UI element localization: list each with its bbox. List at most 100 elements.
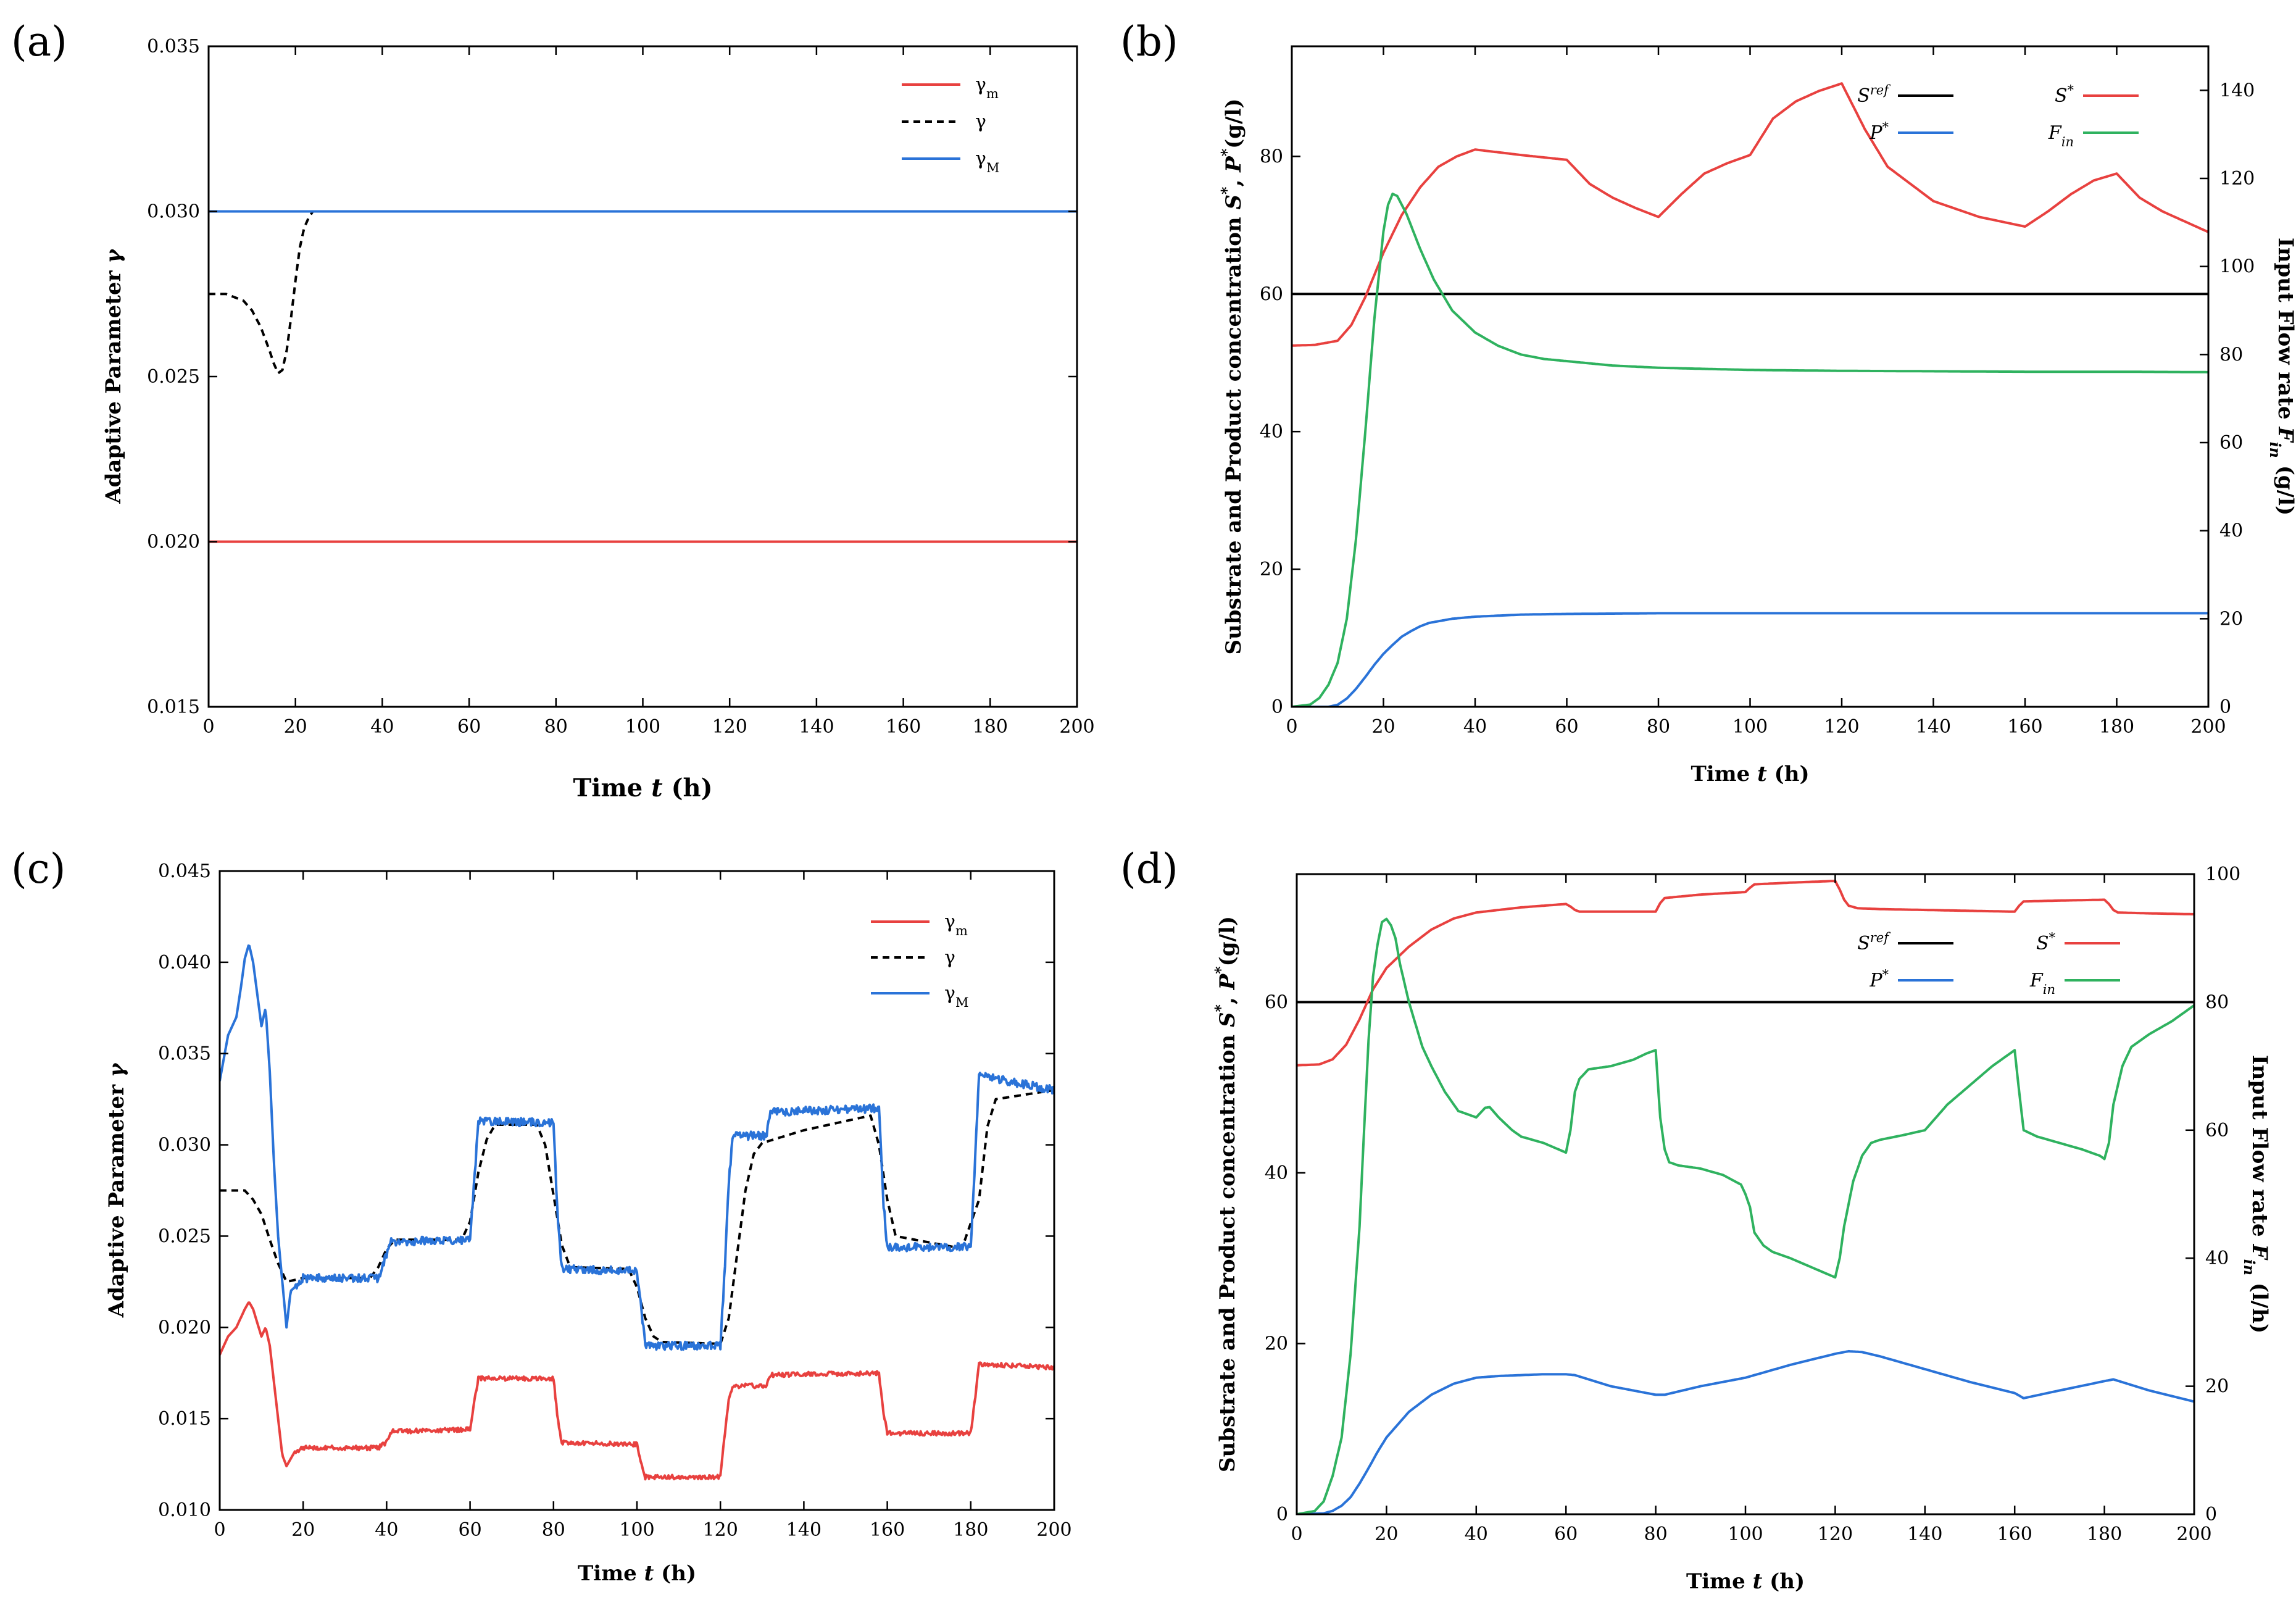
- y-axis-label: Substrate and Product concentration S*, …: [1212, 916, 1240, 1472]
- x-tick-label: 20: [291, 1519, 315, 1541]
- x-axis-label: Time t (h): [578, 1561, 696, 1586]
- x-tick-label: 140: [1916, 716, 1951, 738]
- legend-label-main: P: [1869, 122, 1882, 144]
- legend-label-sub: M: [986, 160, 1000, 175]
- legend-label-Fin: Fin: [2029, 970, 2055, 997]
- legend-label-sub: M: [955, 995, 969, 1010]
- y2-tick-label: 0: [2205, 1504, 2217, 1525]
- y-tick-label: 0.035: [147, 36, 200, 57]
- y-axis-label: Adaptive Parameter γ: [101, 249, 126, 504]
- legend-label-main: γ: [944, 947, 955, 969]
- x-tick-label: 60: [459, 1519, 482, 1541]
- y2-tick-label: 100: [2219, 256, 2255, 278]
- legend-label-Sref: Sref: [1857, 930, 1890, 954]
- legend-label-main: γ: [944, 911, 955, 933]
- y-tick-label: 0.040: [158, 952, 211, 973]
- x-tick-label: 100: [1732, 716, 1768, 738]
- x-axis-label-part: t: [1753, 1569, 1763, 1594]
- legend-label-main: F: [2048, 122, 2062, 144]
- legend-label-main: S: [1857, 85, 1870, 107]
- y2-axis-label-part: (g/l): [2273, 458, 2296, 515]
- panel-label: (c): [11, 845, 65, 893]
- y2-axis-label-part: (l/h): [2247, 1275, 2272, 1333]
- series-line-P*: [1297, 1349, 2194, 1514]
- legend-label-script: *: [1882, 967, 1889, 982]
- series-line-S*: [1292, 82, 2208, 347]
- x-tick-label: 120: [1824, 716, 1859, 738]
- y-axis-label-part: (g/l): [1221, 99, 1246, 149]
- series-line-γm: [220, 1301, 1054, 1481]
- x-tick-label: 180: [2087, 1524, 2122, 1545]
- x-tick-label: 100: [625, 716, 660, 738]
- y-axis-label-part: S: [1221, 194, 1246, 210]
- legend-label-Fin: Fin: [2048, 122, 2074, 149]
- legend-label-S*: S*: [2055, 83, 2074, 107]
- y2-axis-label-part: Input Flow rate: [2273, 238, 2296, 427]
- y-axis-label-part: *: [1212, 1004, 1229, 1012]
- x-tick-label: 0: [1286, 716, 1297, 738]
- x-tick-label: 200: [1059, 716, 1094, 738]
- series-group: [1292, 82, 2208, 707]
- x-axis-label-part: Time: [573, 773, 651, 802]
- series-group: [220, 944, 1054, 1481]
- y-tick-label: 20: [1265, 1333, 1288, 1354]
- legend-label-main: γ: [975, 74, 986, 96]
- y2-tick-label: 140: [2219, 80, 2255, 101]
- y-tick-label: 0.010: [158, 1499, 211, 1521]
- legend-label-script: ref: [1870, 930, 1890, 945]
- y-tick-label: 20: [1260, 559, 1283, 580]
- y2-tick-label: 80: [2219, 344, 2243, 365]
- x-axis-label-part: t: [651, 773, 663, 802]
- y-tick-label: 0.020: [158, 1317, 211, 1338]
- x-tick-label: 40: [1465, 1524, 1488, 1545]
- y-tick-label: 60: [1265, 991, 1288, 1013]
- y2-tick-label: 0: [2219, 696, 2231, 718]
- x-axis-label-part: (h): [1762, 1569, 1805, 1594]
- y-tick-label: 0.025: [158, 1225, 211, 1247]
- x-tick-label: 180: [953, 1519, 988, 1541]
- y-tick-label: 0.030: [158, 1135, 211, 1156]
- y-axis-label-part: Adaptive Parameter: [104, 1077, 129, 1318]
- x-tick-label: 120: [1818, 1524, 1853, 1545]
- legend-label-main: γ: [975, 111, 986, 133]
- x-axis-label: Time t (h): [573, 773, 712, 802]
- x-tick-label: 60: [1555, 716, 1578, 738]
- legend: Sref S*P* Fin: [1857, 83, 2139, 149]
- legend-label-γ: γ: [944, 947, 955, 969]
- y2-tick-label: 20: [2219, 608, 2243, 630]
- legend-label-γm: γm: [975, 74, 999, 101]
- x-axis-label: Time t (h): [1686, 1569, 1805, 1594]
- legend-label-script: in: [2061, 135, 2074, 149]
- legend-label-script: ref: [1870, 83, 1890, 98]
- panel-c: (c) 0 20 40 60 80 100 120 140 160 180 200 0.010 0.015…: [11, 845, 1072, 1586]
- y2-axis-label: Input Flow rate Fin (l/h): [2240, 1055, 2272, 1333]
- y-tick-label: 0.025: [147, 366, 200, 388]
- legend-label-γm: γm: [944, 911, 968, 938]
- series-line-P*: [1292, 612, 2208, 707]
- panel-label: (a): [11, 18, 67, 65]
- x-tick-label: 140: [786, 1519, 821, 1541]
- legend-label-sub: m: [955, 923, 968, 938]
- x-axis-label-part: Time: [578, 1561, 644, 1586]
- x-tick-label: 40: [1463, 716, 1487, 738]
- y-tick-label: 60: [1260, 283, 1283, 305]
- y-tick-label: 40: [1265, 1162, 1288, 1184]
- x-tick-label: 180: [973, 716, 1008, 738]
- legend-label-P*: P*: [1869, 967, 1889, 991]
- y-axis-label: Adaptive Parameter γ: [104, 1062, 129, 1318]
- x-tick-label: 100: [619, 1519, 654, 1541]
- x-tick-label: 0: [1291, 1524, 1302, 1545]
- series-group: [209, 210, 1077, 543]
- y-axis-label-part: (g/l): [1215, 916, 1240, 966]
- y2-axis-label-part: F: [2273, 427, 2296, 444]
- legend-label-main: S: [2055, 85, 2068, 107]
- legend-label-main: γ: [975, 148, 986, 170]
- y2-axis-label-part: Input Flow rate: [2247, 1055, 2272, 1244]
- y-tick-label: 0: [1271, 696, 1283, 718]
- legend-label-γ: γ: [975, 111, 986, 133]
- legend-label-main: S: [2036, 933, 2049, 954]
- series-line-γ: [220, 1088, 1054, 1345]
